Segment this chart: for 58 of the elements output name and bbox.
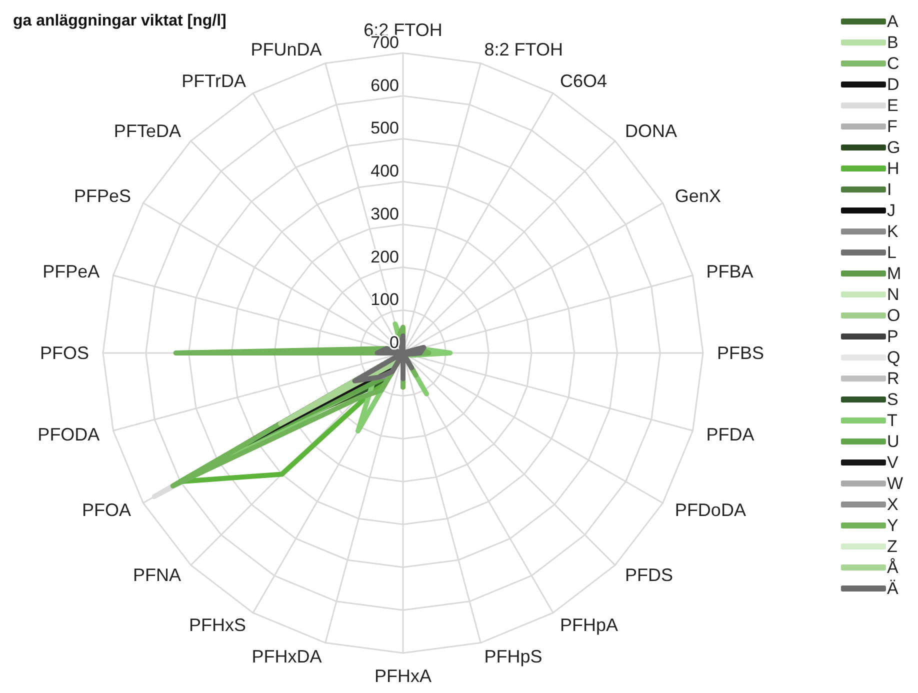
legend-label: G <box>886 138 900 157</box>
legend-label: Å <box>886 558 899 577</box>
spoke-label: PFBS <box>717 343 764 363</box>
spoke-label: PFHpS <box>484 646 542 666</box>
legend-label: B <box>886 33 898 52</box>
spoke-label: PFDoDA <box>674 500 746 520</box>
spoke-label: PFTeDA <box>114 120 181 141</box>
y-tick-label: 200 <box>370 247 399 266</box>
legend-label: Q <box>886 348 900 367</box>
spoke-label: PFHpA <box>560 614 618 635</box>
legend-label: Y <box>886 516 898 535</box>
spoke-label: PFTrDA <box>182 71 246 92</box>
legend-label: S <box>886 390 898 409</box>
spoke-label: PFPeA <box>42 262 100 282</box>
spoke-label: 8:2 FTOH <box>484 40 563 60</box>
legend-label: D <box>886 75 900 94</box>
legend-label: T <box>886 411 898 430</box>
legend-label: X <box>886 495 898 514</box>
legend-label: K <box>886 222 899 241</box>
legend-label: N <box>886 285 900 304</box>
spoke-label: PFPeS <box>74 186 132 206</box>
legend-label: C <box>886 54 900 73</box>
spoke-label: PFHxDA <box>252 646 322 666</box>
spoke-label: PFUnDA <box>250 40 322 60</box>
spoke-label: PFHxA <box>374 666 432 686</box>
legend-label: J <box>886 201 896 220</box>
legend-label: E <box>886 96 898 115</box>
spoke-label: PFBA <box>706 262 754 282</box>
legend-label: P <box>886 327 898 346</box>
legend-label: H <box>886 159 900 178</box>
spoke-label: GenX <box>674 186 721 206</box>
legend-label: F <box>886 117 898 136</box>
spoke-label: PFODA <box>38 424 100 444</box>
y-tick-label: 100 <box>370 290 399 310</box>
y-tick-label: 400 <box>370 162 399 181</box>
legend-label: Ä <box>886 579 899 598</box>
y-tick-label: 600 <box>370 76 399 95</box>
spoke-label: PFNA <box>132 565 181 586</box>
chart-title: ga anläggningar viktat [ng/l] <box>13 12 226 30</box>
legend-label: Z <box>886 537 898 556</box>
spoke-label: PFOA <box>82 500 132 520</box>
spoke-label: PFOS <box>40 343 89 363</box>
spoke-label: PFDS <box>625 565 674 586</box>
legend-label: L <box>886 243 896 262</box>
spoke-label: C6O4 <box>560 71 608 92</box>
legend-label: R <box>886 369 900 388</box>
spoke-label: PFDA <box>706 424 754 444</box>
legend-label: O <box>886 306 900 325</box>
legend-label: A <box>886 12 899 31</box>
legend-label: I <box>886 180 892 199</box>
legend-label: W <box>886 474 903 493</box>
y-tick-label: 500 <box>370 118 399 138</box>
spoke-label: PFHxS <box>188 614 246 635</box>
legend-label: M <box>886 264 902 283</box>
legend-label: U <box>886 432 900 451</box>
spoke-label: DONA <box>625 120 678 141</box>
y-tick-label: 300 <box>370 204 399 224</box>
legend-label: V <box>886 453 899 472</box>
